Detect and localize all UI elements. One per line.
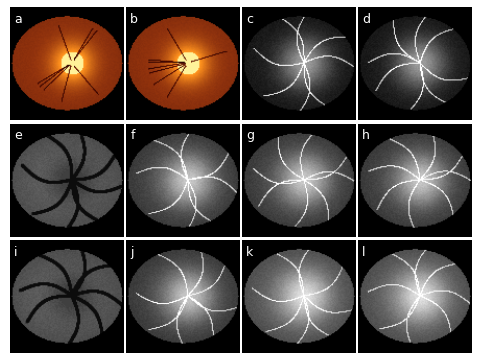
Text: e: e — [14, 129, 22, 142]
Text: d: d — [361, 13, 370, 26]
Text: f: f — [130, 129, 134, 142]
Text: b: b — [130, 13, 138, 26]
Text: k: k — [246, 246, 253, 259]
Text: c: c — [246, 13, 253, 26]
Text: g: g — [246, 129, 254, 142]
Text: h: h — [361, 129, 370, 142]
Text: j: j — [130, 246, 133, 259]
Text: a: a — [14, 13, 22, 26]
Text: i: i — [14, 246, 18, 259]
Text: l: l — [361, 246, 365, 259]
